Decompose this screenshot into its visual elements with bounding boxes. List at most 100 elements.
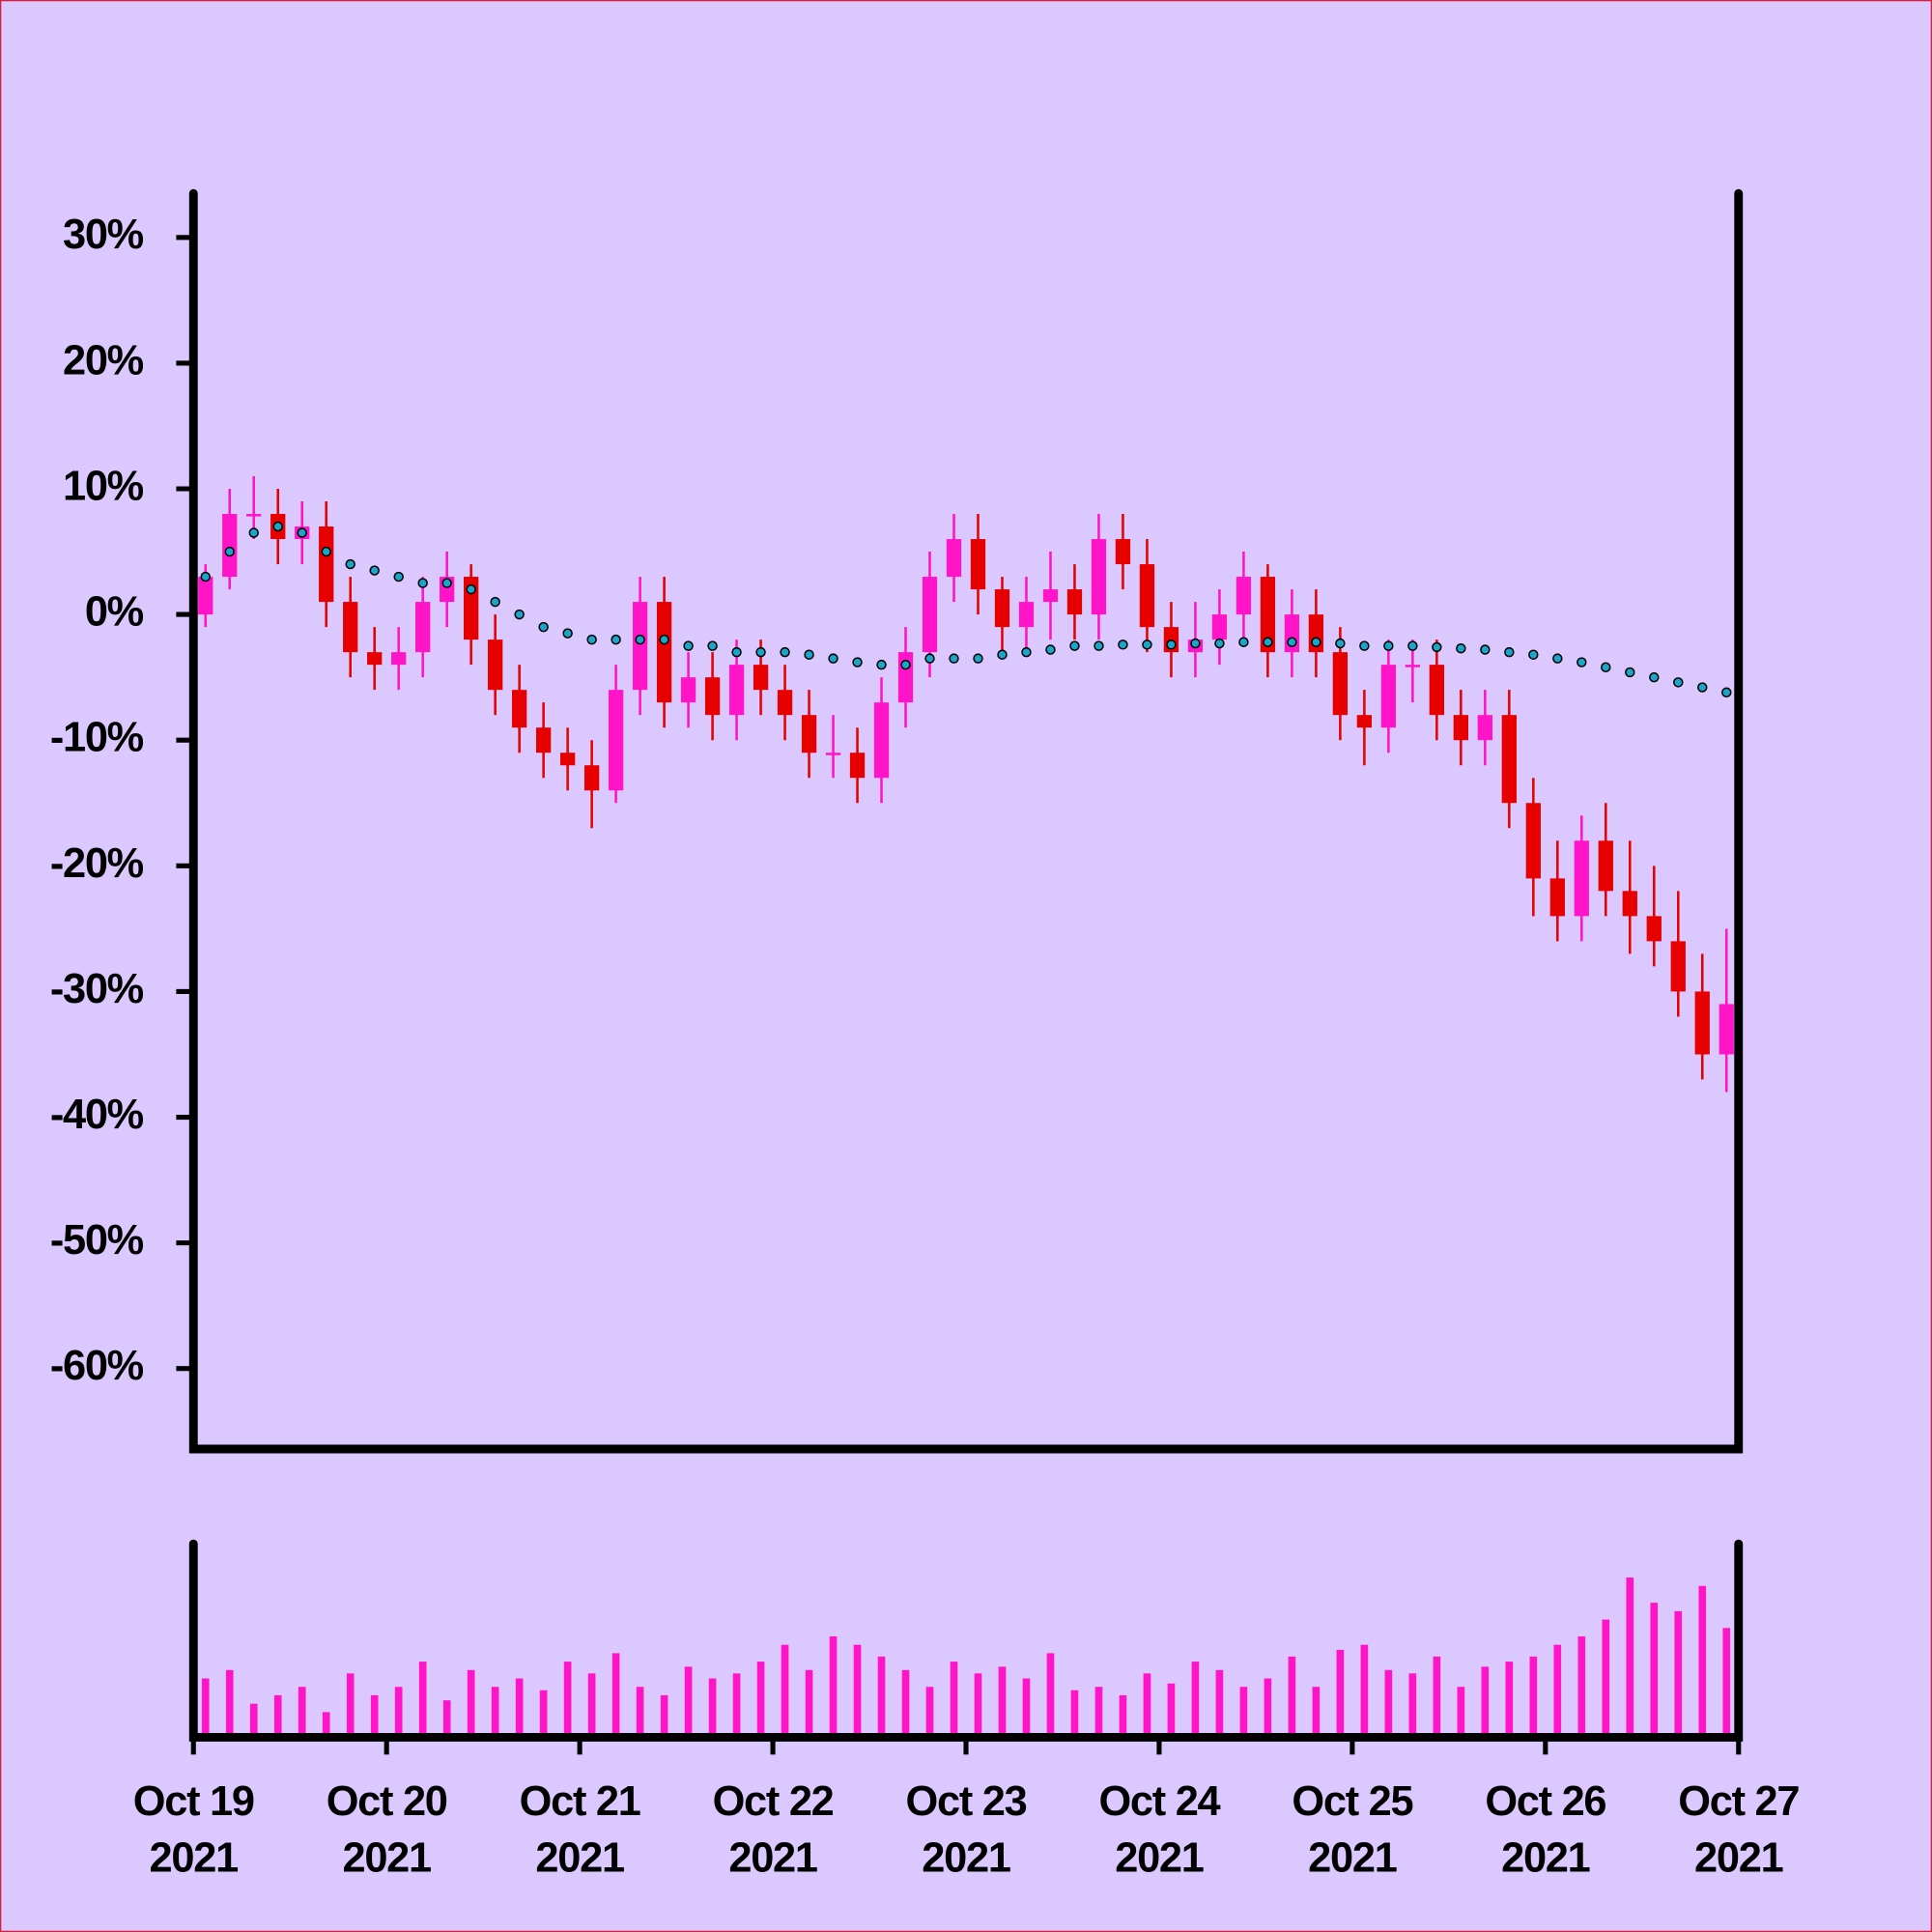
moving-average-point [900, 659, 911, 670]
volume-bar [925, 1687, 934, 1738]
candle-body [535, 727, 552, 753]
x-tick-label: 2021 [1308, 1834, 1397, 1881]
moving-average-point [224, 546, 235, 557]
volume-bar [781, 1644, 789, 1738]
volume-bar [442, 1700, 451, 1738]
candle-body [873, 702, 890, 779]
volume-bar [587, 1673, 596, 1738]
moving-average-point [1045, 644, 1056, 655]
volume-bar [394, 1687, 403, 1738]
candle-body [1380, 665, 1397, 728]
candle-body [319, 526, 334, 603]
moving-average-point [997, 649, 1008, 660]
candle-body [632, 602, 648, 691]
y-tick-label: -10% [50, 715, 144, 761]
moving-average-point [1359, 640, 1370, 651]
volume-bar [563, 1662, 572, 1738]
x-tick-label: 2021 [922, 1834, 1010, 1881]
main-frame [188, 188, 1744, 1454]
moving-average-point [1142, 639, 1152, 650]
volume-bar [611, 1653, 620, 1738]
volume-bar [1602, 1619, 1610, 1738]
volume-bar [1577, 1635, 1586, 1738]
moving-average-point [876, 659, 887, 670]
moving-average-point [1263, 637, 1273, 647]
moving-average-point [1504, 646, 1515, 658]
moving-average-point [490, 596, 500, 608]
volume-bar [1384, 1669, 1393, 1738]
moving-average-point [683, 640, 694, 651]
moving-average-point [611, 634, 621, 645]
y-tick-label: 30% [63, 212, 144, 258]
volume-bar [853, 1644, 862, 1738]
moving-average-point [441, 578, 452, 588]
candle-body [1574, 840, 1589, 917]
candle-body [1236, 577, 1252, 615]
volume-bar [1698, 1585, 1707, 1738]
volume-bar [1674, 1610, 1683, 1738]
volume-bar [1070, 1690, 1079, 1738]
volume-bar [877, 1656, 886, 1738]
y-tick-label: -20% [50, 840, 144, 887]
moving-average-point [1190, 638, 1201, 649]
volume-bar [322, 1712, 330, 1738]
volume-bar [1433, 1656, 1441, 1738]
moving-average-point [973, 653, 983, 664]
candle-body [222, 514, 238, 578]
moving-average-point [1021, 646, 1032, 658]
candle-body [753, 665, 769, 691]
moving-average-point [1069, 640, 1080, 651]
moving-average-point [514, 609, 525, 620]
candle-body [367, 652, 383, 666]
volume-bar [1626, 1577, 1634, 1738]
moving-average-point [586, 634, 597, 645]
moving-average-point [924, 653, 935, 664]
y-tick-label: -60% [50, 1343, 144, 1389]
candle-body [1018, 602, 1035, 628]
candle-body [608, 690, 624, 791]
candle-body [1260, 577, 1276, 653]
candle-body [1139, 564, 1155, 628]
y-tick-label: -50% [50, 1217, 144, 1264]
candle-body [583, 765, 600, 791]
volume-bar [1650, 1603, 1659, 1738]
moving-average-point [1166, 639, 1177, 650]
moving-average-point [369, 565, 380, 576]
candle-body [656, 602, 672, 703]
candle-body [704, 677, 721, 716]
candle-body [1501, 715, 1517, 804]
volume-bar [201, 1678, 210, 1738]
volume-bar [1046, 1653, 1055, 1738]
moving-average-point [466, 583, 476, 595]
volume-bar [491, 1687, 499, 1738]
candle-body [994, 589, 1010, 628]
moving-average-point [1407, 640, 1418, 651]
moving-average-point [1456, 643, 1466, 654]
moving-average-point [321, 546, 331, 557]
volume-bar [1529, 1656, 1538, 1738]
candle-body [1091, 539, 1107, 615]
moving-average-point [1577, 657, 1587, 668]
volume-bar [901, 1669, 910, 1738]
candle-body [946, 539, 962, 578]
candle-body [1405, 665, 1421, 668]
volume-frame [188, 1539, 1744, 1742]
candle-body [849, 753, 866, 779]
candle-body [1549, 878, 1565, 917]
volume-bar [1119, 1694, 1127, 1738]
volume-bar [273, 1694, 282, 1738]
moving-average-point [1673, 677, 1684, 688]
moving-average-point [538, 621, 549, 633]
volume-bar [1167, 1683, 1176, 1738]
moving-average-point [1625, 667, 1635, 678]
moving-average-point [1214, 638, 1225, 649]
moving-average-point [659, 634, 669, 645]
volume-bar [1360, 1644, 1369, 1738]
candle-body [1356, 715, 1373, 728]
moving-average-point [562, 628, 573, 639]
moving-average-point [1601, 662, 1611, 672]
candle-body [1042, 589, 1059, 603]
volume-bar [1553, 1644, 1562, 1738]
volume-bar [1143, 1673, 1151, 1738]
